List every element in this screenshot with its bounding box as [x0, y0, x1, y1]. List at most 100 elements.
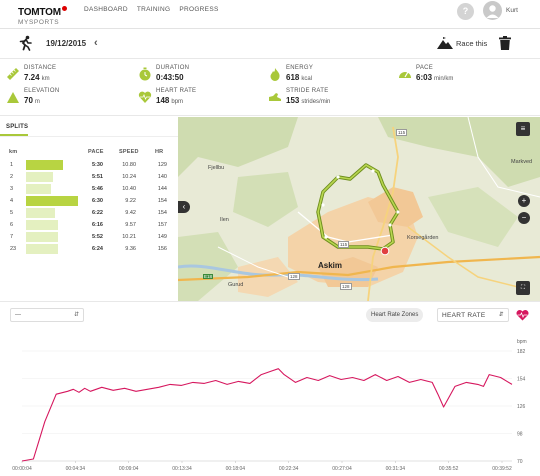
splits-tab-indicator [0, 134, 28, 136]
x-tick-label: 00:04:34 [66, 466, 86, 472]
running-icon [19, 35, 32, 51]
help-button[interactable]: ? [457, 3, 474, 20]
pace-value: 6:03 [416, 73, 433, 82]
splits-tab[interactable]: SPLITS [6, 124, 29, 130]
split-km: 23 [10, 246, 17, 252]
split-pace: 5:30 [91, 162, 103, 168]
split-speed: 10.40 [122, 186, 136, 192]
flame-icon [270, 68, 280, 81]
split-speed: 9.22 [125, 198, 136, 204]
primary-metric-select[interactable]: HEART RATE ⇵ [437, 308, 509, 322]
x-tick-label: 00:35:52 [439, 466, 459, 472]
heart-rate-zones-button[interactable]: Heart Rate Zones [366, 308, 424, 322]
stat-duration: DURATION 0:43:50 [138, 65, 268, 85]
split-row[interactable]: 6 6:16 9.57 157 [0, 220, 178, 231]
split-pace-bar [26, 160, 63, 170]
stat-label: PACE [416, 65, 434, 71]
trash-icon[interactable] [499, 36, 511, 50]
split-row[interactable]: 23 6:24 9.36 156 [0, 244, 178, 255]
stat-value: 0:43:50 [156, 73, 184, 82]
split-pace-bar [26, 184, 51, 194]
map-label-markved: Markved [511, 159, 533, 165]
split-pace: 6:30 [91, 198, 103, 204]
map-zoom-in-button[interactable]: + [518, 195, 530, 207]
secondary-metric-select[interactable]: --- ⇵ [10, 308, 84, 322]
split-speed: 10.24 [122, 174, 136, 180]
stat-energy: ENERGY 618 kcal [268, 65, 398, 85]
splits-panel: SPLITS km PACE SPEED HR 1 5:30 10.80 129 2 5:… [0, 117, 178, 301]
heart-rate-chart[interactable]: 182 154 126 98 70 bpm 00:00:04 00:04:34 00:09:04… [0, 327, 540, 476]
map-canvas [178, 117, 540, 301]
split-speed: 10.21 [122, 234, 136, 240]
nav-training[interactable]: TRAINING [136, 6, 171, 13]
split-speed: 9.57 [125, 222, 136, 228]
split-row[interactable]: 3 5:46 10.40 144 [0, 184, 178, 195]
pace-unit: min/km [434, 76, 454, 82]
stat-value: 618 kcal [286, 73, 312, 82]
route-map[interactable]: Fjellbu Ilen Gurud Korsegården Markved A… [178, 117, 540, 301]
stat-value: 70 m [24, 96, 40, 105]
map-layers-menu-button[interactable]: ≡ [516, 122, 530, 136]
stat-heart-rate: HEART RATE 148 bpm [138, 88, 268, 108]
nav-progress[interactable]: PROGRESS [179, 6, 219, 13]
stat-label: ELEVATION [24, 88, 60, 94]
heart-rate-unit: bpm [171, 99, 184, 105]
x-tick-label: 00:22:34 [279, 466, 299, 472]
stat-label: DISTANCE [24, 65, 57, 71]
y-tick-label: 98 [517, 432, 523, 438]
split-pace-bar [26, 220, 58, 230]
race-this-button[interactable]: Race this [456, 39, 488, 48]
nav-dashboard[interactable]: DASHBOARD [84, 6, 128, 13]
previous-activity-chevron-icon[interactable]: ‹ [94, 37, 98, 49]
user-avatar[interactable] [483, 1, 502, 20]
stride-rate-value: 153 [286, 96, 300, 105]
top-navigation: TOMTOM MYSPORTS DASHBOARD TRAINING PROGR… [0, 0, 540, 29]
mountain-flag-icon[interactable] [437, 37, 453, 49]
split-speed: 9.36 [125, 246, 136, 252]
split-hr: 156 [157, 246, 167, 252]
split-pace-bar [26, 172, 53, 182]
stat-pace: PACE 6:03 min/km [398, 65, 528, 85]
heart-rate-chart-svg: 182 154 126 98 70 bpm 00:00:04 00:04:34 00:09:04… [12, 339, 527, 472]
split-row[interactable]: 5 6:22 9.42 154 [0, 208, 178, 219]
split-speed: 10.80 [122, 162, 136, 168]
split-km: 5 [10, 210, 14, 216]
x-tick-label: 00:18:04 [226, 466, 246, 472]
split-pace: 6:16 [91, 222, 103, 228]
split-row[interactable]: 1 5:30 10.80 129 [0, 160, 178, 171]
splits-header-speed: SPEED [119, 149, 139, 155]
stat-value: 6:03 min/km [416, 73, 453, 82]
user-name[interactable]: Kurt [506, 7, 518, 14]
distance-value: 7.24 [24, 73, 40, 82]
energy-value: 618 [286, 73, 300, 82]
y-tick-label: 70 [517, 459, 523, 465]
split-row[interactable]: 2 5:51 10.24 140 [0, 172, 178, 183]
split-pace: 6:24 [91, 246, 103, 252]
split-row[interactable]: 7 5:52 10.21 149 [0, 232, 178, 243]
stat-label: STRIDE RATE [286, 88, 329, 94]
elevation-triangle-icon [7, 92, 19, 103]
map-fullscreen-button[interactable]: ⛶ [516, 281, 530, 295]
map-label-korsegarden: Korsegården [407, 235, 439, 241]
y-axis-label: bpm [517, 339, 527, 345]
activity-date: 19/12/2015 [46, 39, 87, 48]
split-hr: 154 [157, 210, 167, 216]
map-zoom-out-button[interactable]: − [518, 212, 530, 224]
map-collapse-button[interactable]: ‹ [178, 201, 190, 213]
stat-elevation: ELEVATION 70 m [6, 88, 136, 108]
primary-metric-value: HEART RATE [442, 312, 486, 319]
logo-dot [61, 6, 67, 11]
heart-pulse-icon [138, 91, 152, 103]
x-tick-label: 00:09:04 [119, 466, 139, 472]
y-tick-label: 126 [517, 404, 526, 410]
tomtom-logo[interactable]: TOMTOM MYSPORTS [18, 3, 67, 27]
split-km: 6 [10, 222, 14, 228]
stat-label: HEART RATE [156, 88, 197, 94]
split-row[interactable]: 4 6:30 9.22 154 [0, 196, 178, 207]
x-tick-label: 00:31:34 [386, 466, 406, 472]
gauge-icon [399, 71, 411, 78]
select-arrows-icon: ⇵ [73, 312, 79, 318]
main-nav: DASHBOARD TRAINING PROGRESS [84, 6, 219, 13]
stat-distance: DISTANCE 7.24 km [6, 65, 136, 85]
stat-stride-rate: STRIDE RATE 153 strides/min [268, 88, 398, 108]
